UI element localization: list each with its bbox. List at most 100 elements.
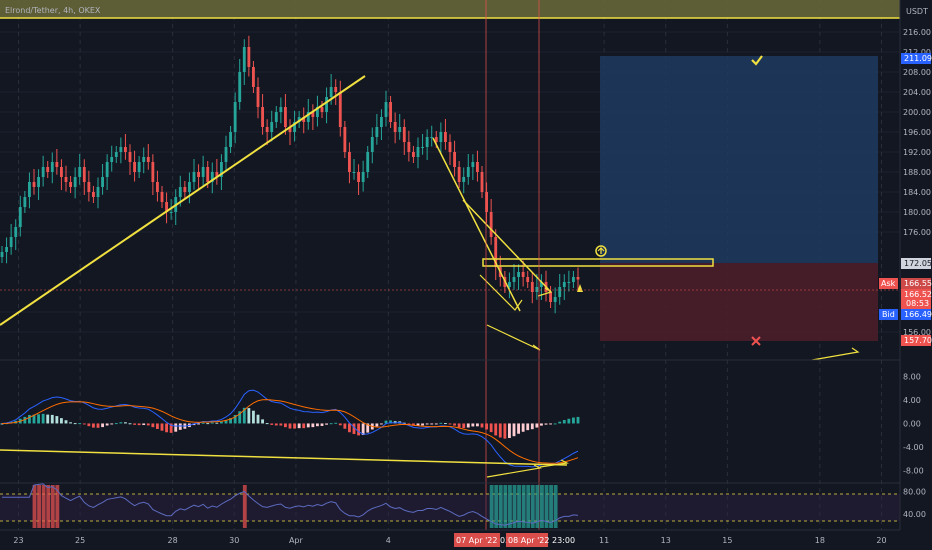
rsi-oversold-bar [535, 485, 540, 528]
candle-body [124, 147, 127, 152]
arrow-drop [479, 274, 523, 311]
candle-body [261, 107, 264, 127]
divergence-line [0, 449, 568, 466]
macd-bar [101, 423, 104, 428]
candle-body [457, 167, 461, 182]
candle-body [562, 282, 566, 287]
macd-bar [142, 423, 146, 426]
candle-body [73, 177, 77, 187]
macd-bar [434, 423, 438, 425]
candle-body [69, 182, 72, 187]
candle-body [476, 162, 479, 172]
last-price-badge [901, 289, 931, 309]
time-axis[interactable]: 23 25 28 30 Apr 4 11 13 15 18 20 07 Apr '22 03:00 … [0, 529, 932, 550]
candle-body [87, 182, 91, 192]
macd-bar [288, 423, 292, 429]
candle-body [535, 287, 539, 292]
macd-bar [224, 420, 228, 424]
candle-body [224, 147, 228, 162]
time-tick-label: 25 [75, 536, 85, 545]
macd-bar [503, 423, 507, 439]
candle-body [393, 122, 397, 132]
candle-body [146, 157, 150, 162]
rsi-overbought-bar [41, 485, 46, 528]
candle-body [416, 147, 420, 157]
macd-bar [32, 414, 36, 424]
macd-bar [156, 423, 159, 429]
rsi-overbought-bar [50, 485, 55, 528]
macd-signal-line [1, 399, 579, 464]
candle-body [448, 142, 452, 152]
candle-body [238, 72, 242, 102]
macd-bar [544, 423, 548, 425]
price-pane[interactable] [0, 0, 900, 530]
time-tick-label: Apr [289, 536, 304, 545]
rsi-oversold-bar [498, 485, 503, 528]
candle-body [160, 192, 164, 202]
macd-bar [293, 423, 296, 429]
macd-bar [256, 414, 260, 424]
candle-body [311, 112, 315, 117]
macd-bar [261, 419, 264, 424]
candle-body [105, 162, 109, 177]
macd-bar [407, 423, 411, 425]
ask-price-badge [901, 278, 931, 289]
candle-body [567, 282, 571, 283]
price-tick-label: 204.00 [903, 88, 931, 97]
rsi-overbought-bar [37, 485, 41, 528]
candle-body [425, 137, 429, 147]
rsi-oversold-bar [512, 485, 517, 528]
rsi-signal-bars [32, 485, 558, 528]
bid-tag [879, 309, 898, 320]
candle-body [508, 282, 511, 287]
macd-pane[interactable] [0, 359, 900, 478]
macd-bar [480, 423, 484, 428]
rsi-line [2, 483, 579, 526]
candle-body [165, 202, 168, 212]
check-icon [751, 55, 763, 66]
time-tick-label: 4 [386, 536, 391, 545]
candle-body [412, 152, 415, 157]
symbol-label: Elrond/Tether, 4h, OKEX [5, 6, 101, 15]
macd-bar [348, 423, 351, 433]
candle-body [0, 252, 4, 257]
candle-body [572, 277, 575, 282]
candle-body [233, 102, 237, 132]
macd-bar [265, 423, 269, 425]
candle-body [18, 207, 22, 227]
macd-bar [448, 423, 452, 425]
rsi-oversold-bar [521, 485, 526, 528]
candle-body [284, 107, 287, 127]
candle-body [489, 212, 493, 237]
arrow-up-icon [597, 247, 605, 254]
candle-body [553, 297, 557, 302]
candle-body [256, 87, 260, 107]
price-ticks: 216.00 212.00 208.00 204.00 200.00 196.00 192.… [903, 28, 931, 337]
candle-body [329, 87, 333, 97]
candle-body [192, 172, 196, 182]
candle-body [485, 192, 488, 212]
macd-bar [508, 423, 511, 438]
macd-bar [50, 414, 54, 424]
candle-body [434, 137, 438, 142]
price-axis[interactable]: USDT 216.00212.00208.00204.00200.00196.0… [879, 0, 932, 550]
macd-bar [393, 421, 397, 424]
macd-bar [270, 423, 274, 425]
candle-body [402, 127, 406, 142]
macd-bar [119, 422, 123, 424]
candle-body [14, 227, 18, 237]
candle-body [210, 172, 214, 182]
macd-bar [82, 423, 86, 425]
candle-body [50, 162, 54, 172]
rsi-oversold-bar [544, 485, 549, 528]
candle-body [384, 102, 388, 117]
rsi-pane[interactable] [0, 482, 900, 528]
macd-bar [549, 423, 552, 425]
rsi-ticks: 80.00 40.00 [903, 488, 926, 519]
macd-bar [444, 423, 447, 425]
candle-body [407, 142, 411, 152]
macd-bar [462, 423, 466, 429]
target-price-label: 211.09 [904, 54, 932, 63]
candle-body [512, 277, 516, 282]
